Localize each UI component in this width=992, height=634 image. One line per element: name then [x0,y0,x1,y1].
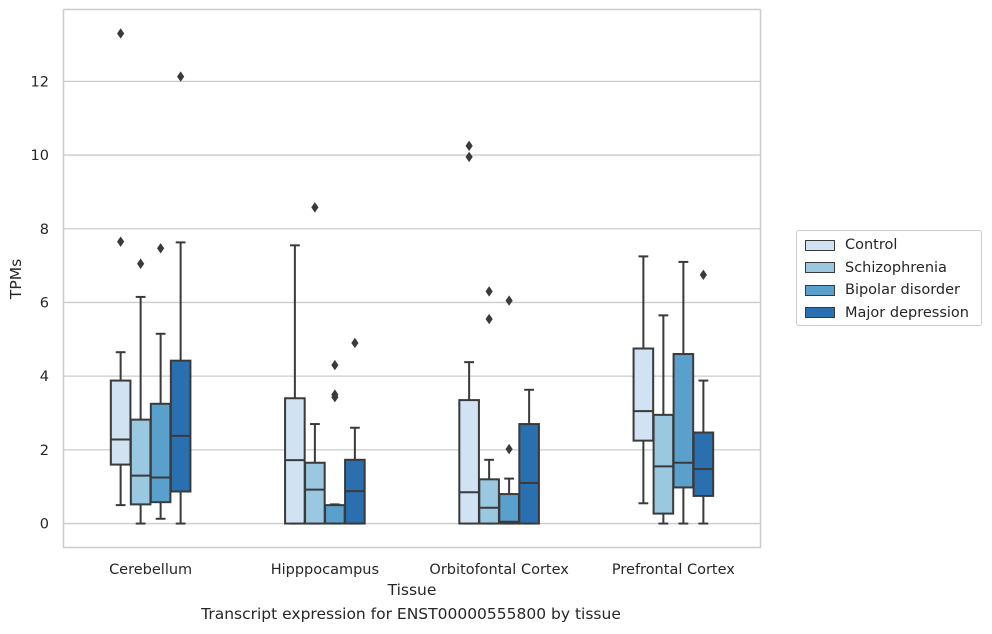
box-body [692,431,715,497]
y-tick-label: 2 [40,443,49,459]
box-bipolar-disorder [149,243,172,520]
x-tick-label: Cerebellum [109,562,192,578]
outlier-point [117,28,125,39]
box-body [169,359,192,493]
box-control [109,28,132,507]
box-major-depression [692,269,715,525]
x-axis-label: Tissue [387,581,437,599]
outlier-point [505,443,513,455]
outlier-point [351,337,359,349]
y-tick-label: 8 [40,222,49,238]
box-control [284,244,306,525]
box-schizophrenia [304,202,326,525]
legend: Control Schizophrenia Bipolar disorder Majo… [796,230,982,326]
box-major-depression [518,388,540,525]
box-major-depression [169,71,192,525]
outlier-point [465,151,473,163]
outlier-point [485,313,493,325]
box-body [458,399,480,525]
box-body [109,379,132,466]
legend-label: Bipolar disorder [845,282,960,298]
box-body [498,493,520,525]
outlier-point [137,258,145,269]
y-axis-ticks: 0 2 4 6 8 10 12 [31,74,49,532]
legend-item: Control [805,236,897,254]
outlier-point [485,286,493,297]
legend-swatch [805,262,835,273]
y-tick-label: 4 [40,369,49,385]
box-schizophrenia [652,314,675,525]
x-tick-label: Prefrontal Cortex [612,562,735,578]
outlier-point [331,389,339,400]
box-bipolar-disorder [498,295,520,525]
legend-label: Control [845,237,898,253]
box-bipolar-disorder [324,359,346,525]
y-tick-label: 10 [31,148,49,164]
outlier-point [699,269,707,281]
y-tick-label: 6 [40,295,49,311]
box-bipolar-disorder [672,260,695,525]
box-major-depression [344,337,366,525]
box-body [324,504,346,525]
outlier-point [465,140,473,152]
box-schizophrenia [129,258,152,525]
box-control [458,140,480,525]
box-body [129,418,152,506]
y-tick-label: 0 [40,517,49,533]
legend-swatch [805,307,835,318]
box-body [304,461,326,525]
plot-frame [62,8,762,549]
box-schizophrenia [478,286,500,525]
outlier-point [117,236,125,247]
legend-item: Schizophrenia [805,259,947,277]
legend-swatch [805,239,835,251]
box-body [652,413,675,515]
y-axis-label: TPMs [7,259,25,300]
box-control [632,255,655,505]
x-tick-label: Hipppocampus [271,562,379,578]
outlier-point [177,71,185,82]
box-body [518,423,540,525]
x-tick-label: Orbitofontal Cortex [429,562,569,578]
legend-label: Schizophrenia [845,259,947,276]
legend-item: Major depression [805,304,969,322]
outlier-point [157,243,165,254]
outlier-point [311,202,319,213]
x-axis-ticks: Cerebellum Hipppocampus Orbitofontal Corte… [109,562,735,578]
legend-swatch [805,284,835,296]
box-body [632,347,655,442]
box-groups [109,28,715,525]
legend-label: Major depression [845,304,969,321]
outlier-point [505,295,513,306]
box-body [672,353,695,489]
box-body [478,478,500,525]
legend-item: Bipolar disorder [805,281,960,299]
box-body [149,402,172,504]
outlier-point [331,359,339,371]
y-tick-label: 12 [31,74,49,90]
chart-caption: Transcript expression for ENST0000055580… [201,605,621,623]
